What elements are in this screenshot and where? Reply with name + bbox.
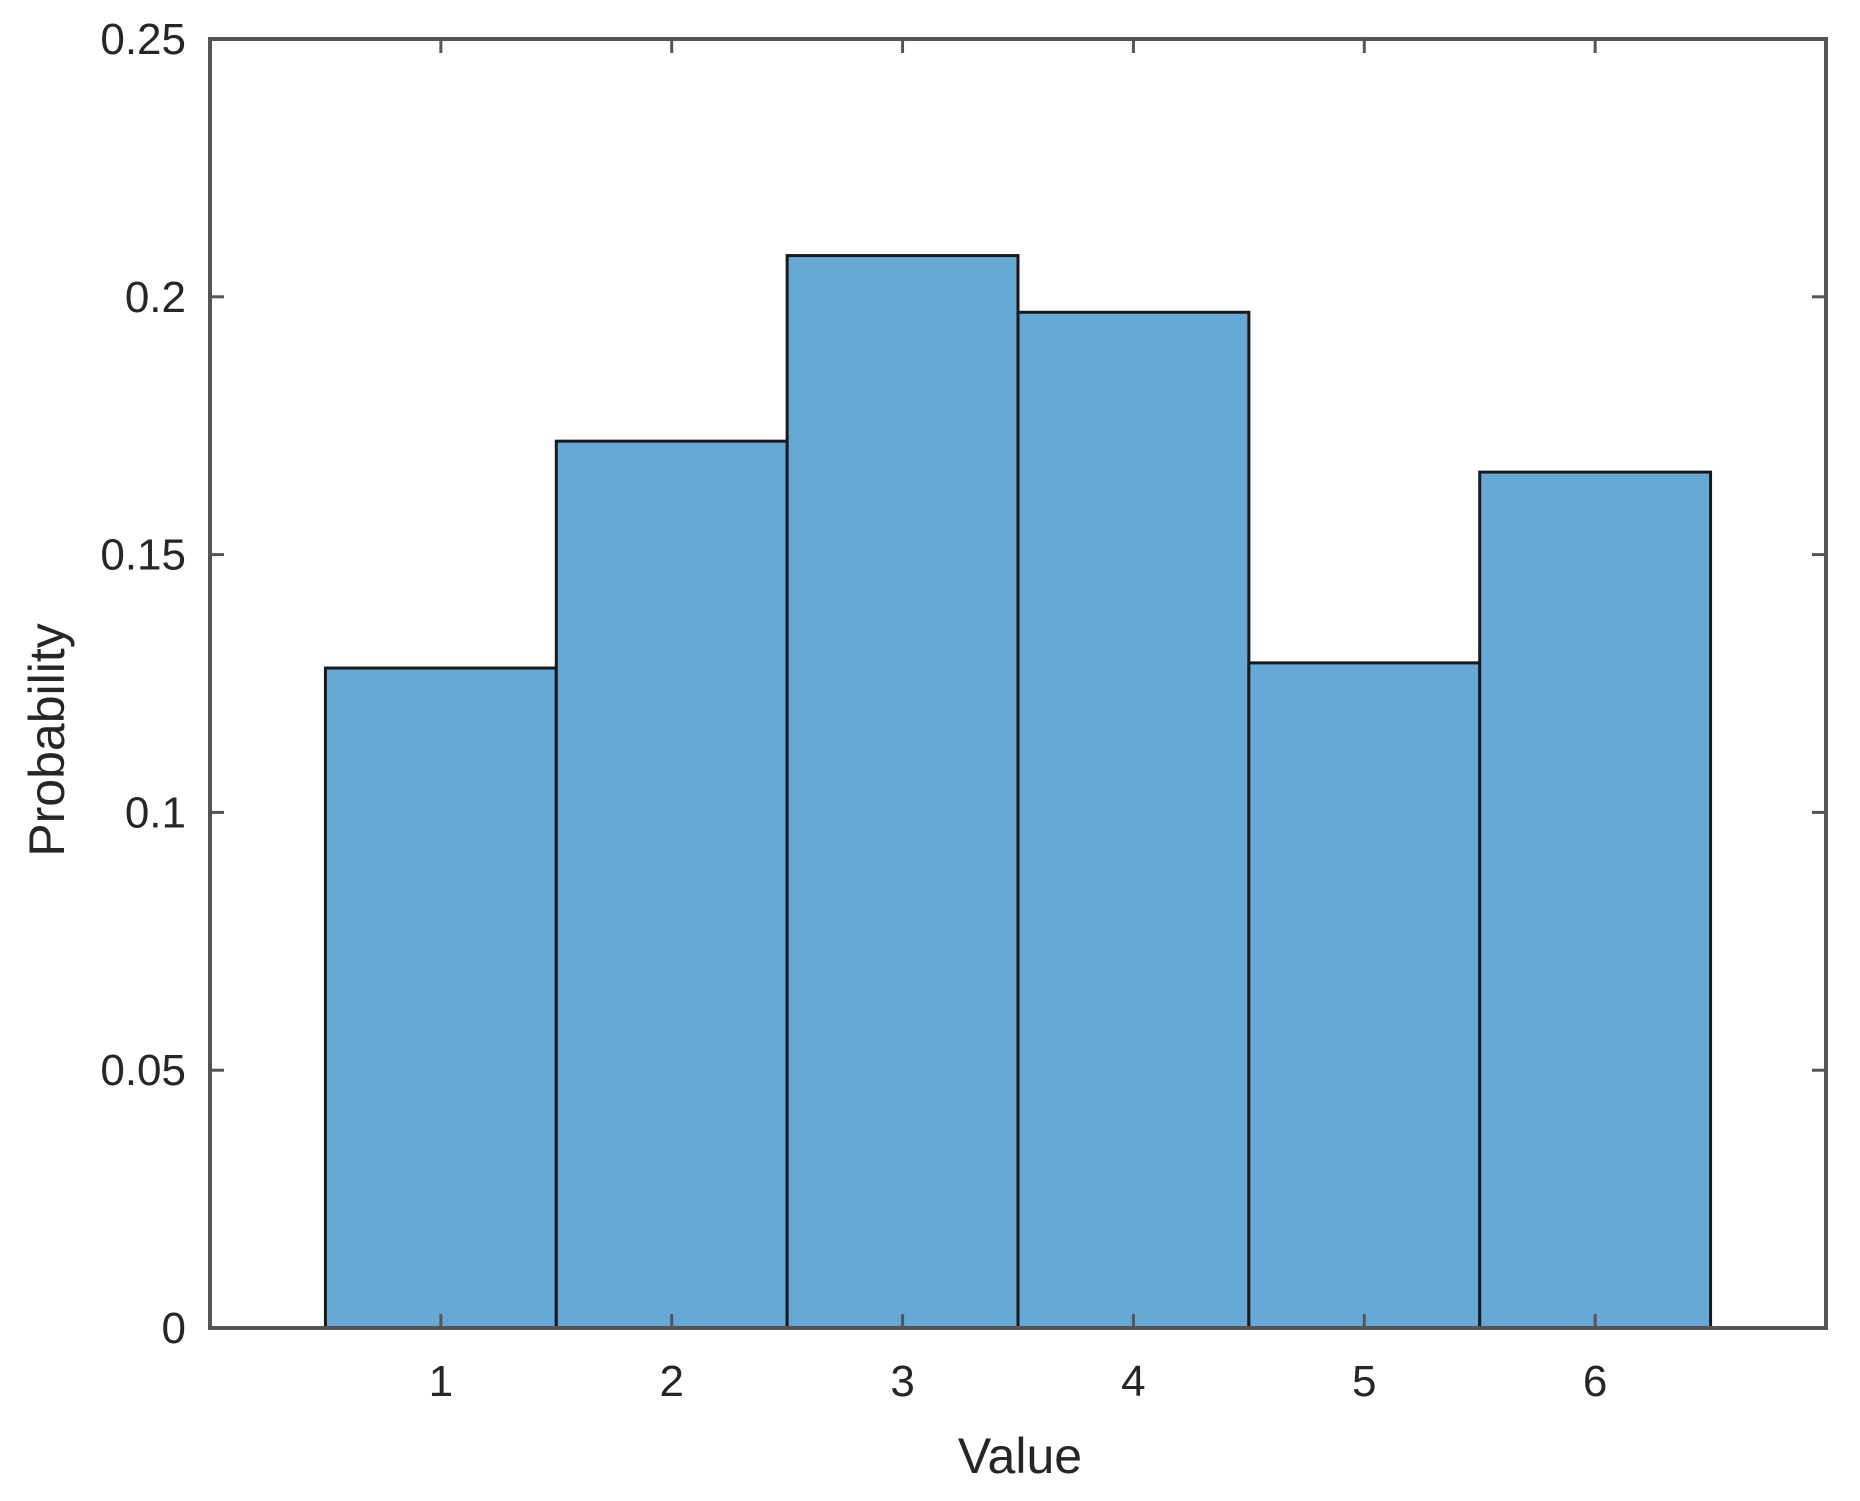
x-tick-label: 1	[429, 1357, 453, 1406]
axes-layer	[208, 37, 1828, 1330]
y-tick-label: 0.15	[100, 531, 186, 580]
bar-2	[554, 439, 789, 1330]
y-tick-label: 0	[162, 1304, 186, 1353]
y-tick-label: 0.25	[100, 15, 186, 64]
y-tick-label: 0.05	[100, 1046, 186, 1095]
y-axis-title: Probability	[19, 623, 75, 856]
x-tick-label: 4	[1121, 1357, 1145, 1406]
ticks-layer	[210, 37, 1826, 1330]
bar-6	[1478, 470, 1713, 1330]
bar-1	[323, 666, 558, 1330]
bars-layer	[323, 254, 1713, 1330]
y-tick-label: 0.2	[125, 273, 186, 322]
x-tick-label: 6	[1583, 1357, 1607, 1406]
bar-4	[1016, 310, 1251, 1330]
axes-frame	[208, 37, 1828, 1330]
labels-layer: 0 0.05 0.1 0.15 0.2 0.25 1 2 3 4 5 6	[100, 15, 1607, 1406]
x-tick-label: 3	[890, 1357, 914, 1406]
x-tick-label: 2	[659, 1357, 683, 1406]
bar-3	[785, 254, 1020, 1330]
x-axis-title: Value	[958, 1428, 1082, 1484]
y-tick-label: 0.1	[125, 788, 186, 837]
x-tick-label: 5	[1352, 1357, 1376, 1406]
bar-5	[1247, 661, 1482, 1330]
